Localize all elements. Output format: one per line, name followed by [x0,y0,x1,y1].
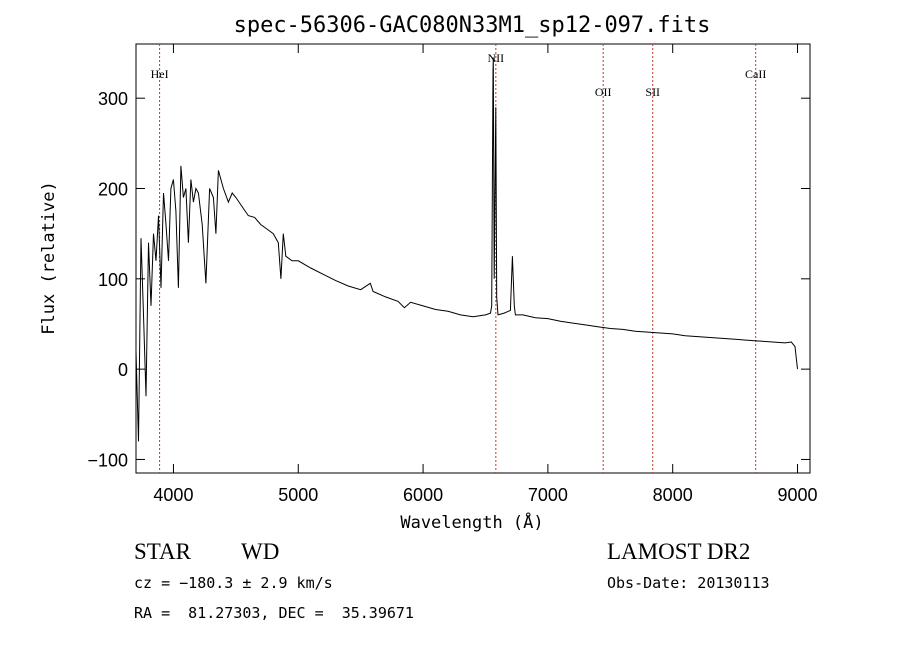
y-axis-label: Flux (relative) [39,181,59,335]
emission-line-markers: HeI NII OII SII CaII [151,44,766,473]
x-tick-label: 7000 [528,485,568,505]
subclass-label: WD [241,539,280,564]
class-label: STAR [134,539,191,564]
marker-label-sii: SII [645,85,660,99]
plot-frame [135,43,811,474]
survey-label: LAMOST DR2 [607,539,751,564]
y-tick-label: 200 [98,180,128,200]
coordinates-text: RA = 81.27303, DEC = 35.39671 [134,604,414,622]
obs-date-text: Obs-Date: 20130113 [607,574,770,592]
marker-label-hei: HeI [151,67,169,81]
y-tick-label: −100 [87,450,128,470]
axis-ticks: 4000 5000 6000 7000 8000 9000 −100 0 100 200 300 [87,44,818,505]
spectrum-chart: spec-56306-GAC080N33M1_sp12-097.fits HeI… [39,13,818,533]
marker-label-oii: OII [595,85,612,99]
y-tick-label: 0 [118,360,128,380]
x-tick-label: 6000 [403,485,443,505]
x-tick-label: 8000 [653,485,693,505]
redshift-text: cz = −180.3 ± 2.9 km/s [134,574,333,592]
y-tick-label: 300 [98,89,128,109]
x-tick-label: 4000 [153,485,193,505]
x-tick-label: 5000 [278,485,318,505]
x-tick-label: 9000 [777,485,817,505]
spectrum-line [135,57,798,442]
marker-label-caii: CaII [745,67,766,81]
x-axis-label: Wavelength (Å) [400,511,543,533]
y-tick-label: 100 [98,270,128,290]
marker-label-nii: NII [488,51,505,65]
chart-title: spec-56306-GAC080N33M1_sp12-097.fits [234,13,711,38]
